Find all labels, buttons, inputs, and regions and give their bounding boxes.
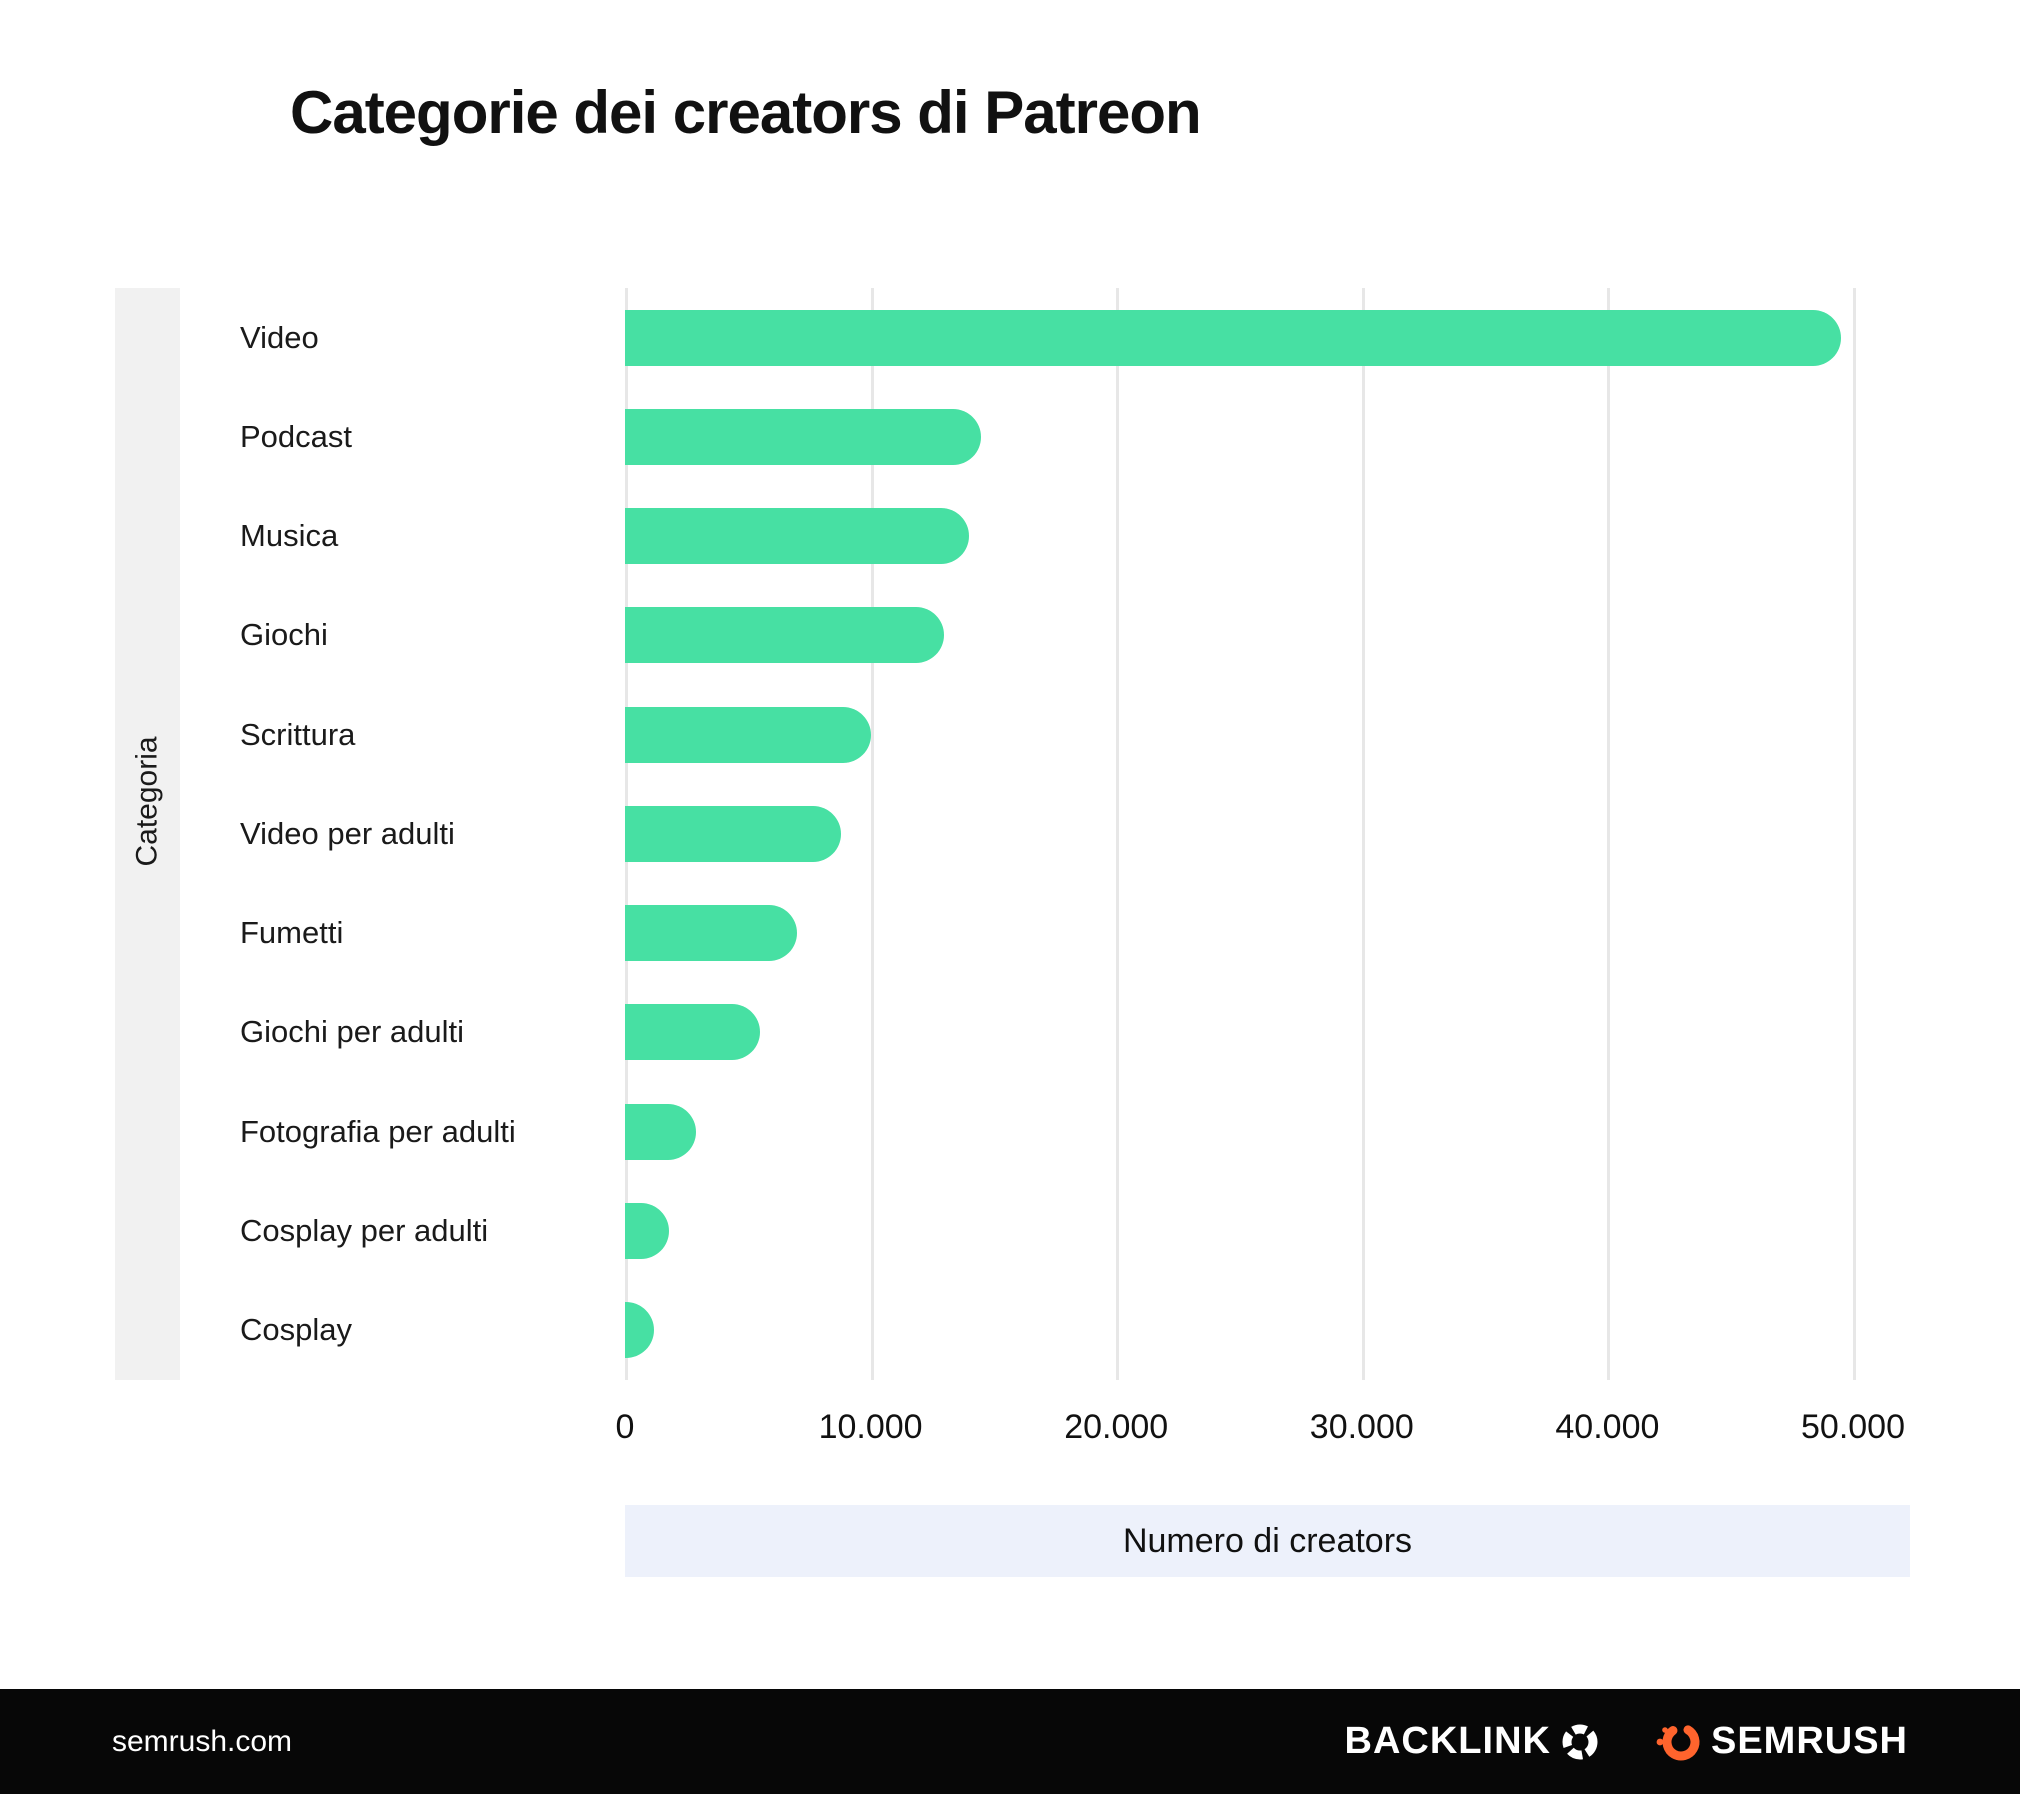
- bar: [625, 805, 842, 862]
- bar-row: Scrittura: [180, 685, 1910, 784]
- x-tick-label: 20.000: [1064, 1408, 1169, 1446]
- x-tick-label: 0: [615, 1408, 635, 1446]
- gridline: [1853, 288, 1856, 1380]
- bar-row: Cosplay: [180, 1281, 1910, 1380]
- bar-rows: Video Podcast Musica Giochi Scrittura Video p…: [180, 288, 1910, 1380]
- category-label: Cosplay: [240, 1312, 352, 1348]
- gridline: [870, 288, 874, 1380]
- y-axis-label: Categoria: [130, 736, 164, 867]
- bar-track: [625, 1082, 1910, 1181]
- gridline: [1116, 288, 1120, 1380]
- bar: [625, 1203, 670, 1260]
- chart-title: Categorie dei creators di Patreon: [290, 79, 1202, 146]
- backlinko-logo-text: BACKLINK: [1344, 1720, 1551, 1762]
- x-tick-label: 50.000: [1801, 1408, 1905, 1446]
- x-tick-label: 10.000: [818, 1408, 923, 1446]
- category-label: Video per adulti: [240, 815, 455, 851]
- footer-logos: BACKLINK SEMRUSH: [1345, 1719, 1908, 1765]
- category-label: Musica: [240, 518, 339, 554]
- semrush-logo: SEMRUSH: [1655, 1719, 1908, 1765]
- bar-track: [625, 1281, 1910, 1380]
- bar: [625, 1004, 761, 1061]
- bar: [625, 309, 1841, 366]
- bar-row: Giochi per adulti: [180, 983, 1910, 1082]
- semrush-icon: [1655, 1719, 1701, 1765]
- bar: [625, 1302, 655, 1359]
- bar-track: [625, 288, 1910, 387]
- footer-site-text: semrush.com: [112, 1724, 293, 1758]
- category-label: Fumetti: [240, 915, 344, 951]
- bar-row: Fotografia per adulti: [180, 1082, 1910, 1181]
- category-label: Scrittura: [240, 716, 356, 752]
- bar: [625, 905, 797, 962]
- bar-track: [625, 1181, 1910, 1280]
- category-label: Podcast: [240, 418, 353, 454]
- x-axis-label: Numero di creators: [1122, 1521, 1413, 1560]
- bar: [625, 408, 982, 465]
- bar-track: [625, 884, 1910, 983]
- bar-track: [625, 487, 1910, 586]
- bar-row: Musica: [180, 487, 1910, 586]
- y-axis-band: Categoria: [115, 288, 180, 1380]
- footer-bar: semrush.com BACKLINK SEMRU: [0, 1689, 2020, 1794]
- x-tick-label: 40.000: [1555, 1408, 1660, 1446]
- bar-track: [625, 685, 1910, 784]
- x-axis-label-band: Numero di creators: [625, 1505, 1910, 1577]
- gridline: [1361, 288, 1365, 1380]
- bar-row: Podcast: [180, 387, 1910, 486]
- bar: [625, 508, 969, 565]
- bar: [625, 607, 945, 664]
- category-label: Giochi: [240, 617, 328, 653]
- bar-track: [625, 983, 1910, 1082]
- category-label: Fotografia per adulti: [240, 1113, 516, 1149]
- category-label: Video: [240, 319, 319, 355]
- bar-row: Cosplay per adulti: [180, 1181, 1910, 1280]
- bar-track: [625, 387, 1910, 486]
- bar-row: Video per adulti: [180, 784, 1910, 883]
- x-tick-label: 30.000: [1309, 1408, 1414, 1446]
- x-axis-ticks: 0 10.000 20.000 30.000 40.000 50.000: [616, 1408, 1910, 1452]
- chart-area: Categoria Video Podcast Musica Giochi Scritt…: [115, 288, 1910, 1380]
- category-label: Cosplay per adulti: [240, 1213, 489, 1249]
- bar: [625, 1103, 697, 1160]
- category-label: Giochi per adulti: [240, 1014, 465, 1050]
- bar-row: Video: [180, 288, 1910, 387]
- gridline: [1607, 288, 1611, 1380]
- bar-row: Giochi: [180, 586, 1910, 685]
- backlinko-logo: BACKLINK: [1345, 1720, 1599, 1763]
- semrush-logo-text: SEMRUSH: [1710, 1720, 1908, 1762]
- bar-track: [625, 784, 1910, 883]
- bar: [625, 706, 871, 763]
- bar-track: [625, 586, 1910, 685]
- backlinko-o-icon: [1561, 1723, 1599, 1761]
- bar-row: Fumetti: [180, 884, 1910, 983]
